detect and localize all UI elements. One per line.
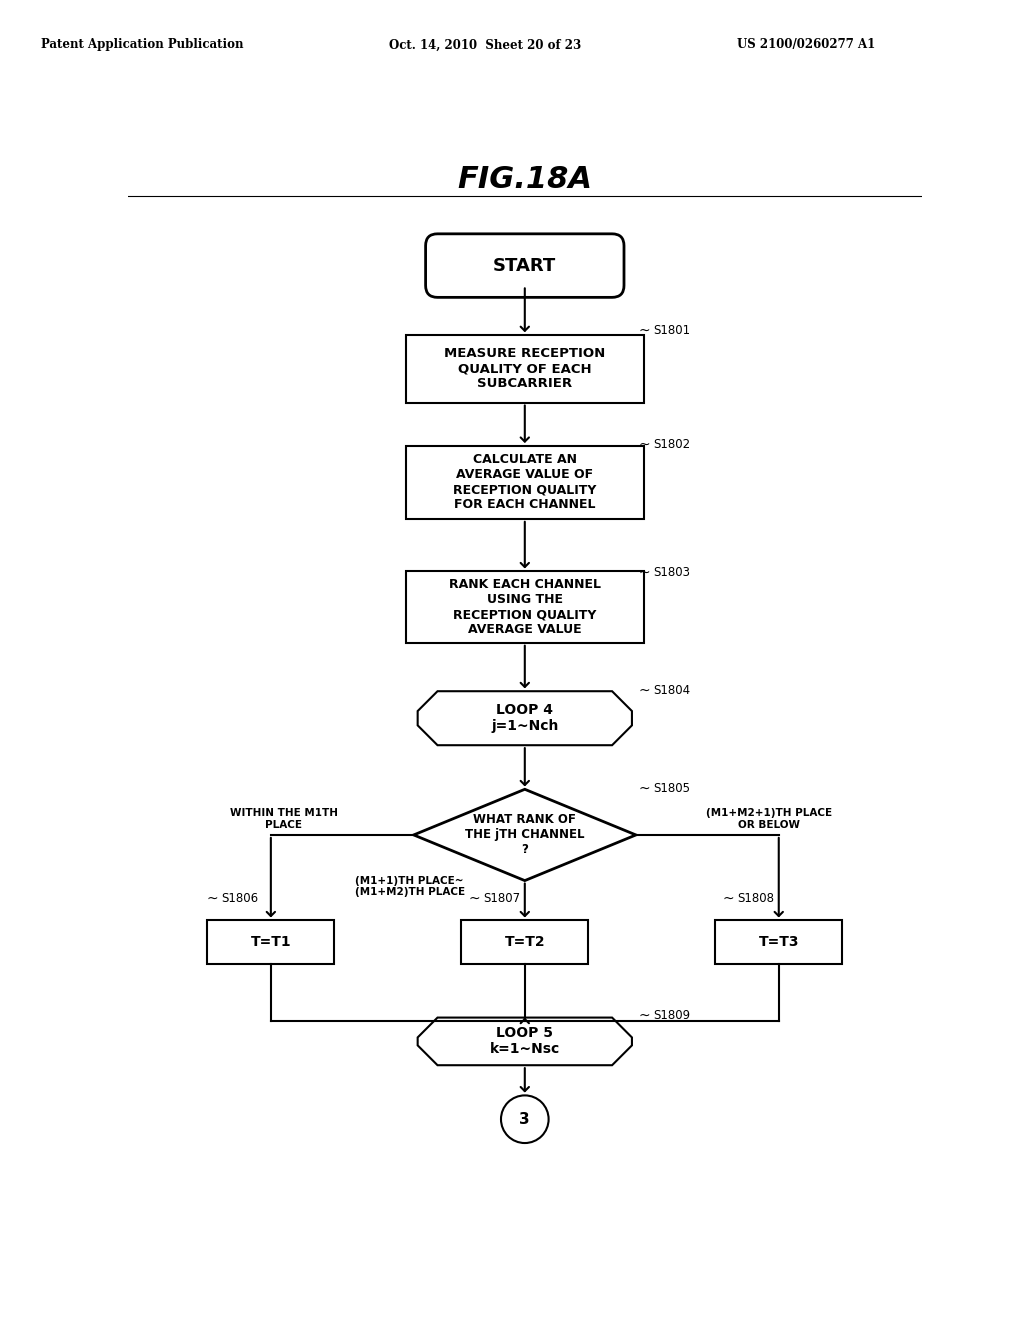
Text: ~: ~: [639, 566, 650, 579]
Text: START: START: [494, 256, 556, 275]
FancyBboxPatch shape: [406, 335, 644, 403]
Text: S1809: S1809: [653, 1008, 690, 1022]
FancyBboxPatch shape: [461, 920, 588, 964]
Polygon shape: [418, 692, 632, 746]
Text: ~: ~: [639, 781, 650, 796]
Text: T=T1: T=T1: [251, 935, 291, 949]
Text: Oct. 14, 2010  Sheet 20 of 23: Oct. 14, 2010 Sheet 20 of 23: [389, 38, 582, 51]
Text: S1804: S1804: [653, 684, 690, 697]
Text: ~: ~: [639, 437, 650, 451]
Text: WHAT RANK OF
THE jTH CHANNEL
?: WHAT RANK OF THE jTH CHANNEL ?: [465, 813, 585, 857]
Text: S1803: S1803: [653, 566, 690, 579]
FancyBboxPatch shape: [406, 572, 644, 643]
Text: 3: 3: [519, 1111, 530, 1127]
Polygon shape: [414, 789, 636, 880]
Text: S1808: S1808: [737, 892, 774, 906]
Circle shape: [501, 1096, 549, 1143]
Text: US 2100/0260277 A1: US 2100/0260277 A1: [737, 38, 876, 51]
FancyBboxPatch shape: [715, 920, 842, 964]
FancyBboxPatch shape: [426, 234, 624, 297]
Text: S1806: S1806: [221, 892, 259, 906]
Text: RANK EACH CHANNEL
USING THE
RECEPTION QUALITY
AVERAGE VALUE: RANK EACH CHANNEL USING THE RECEPTION QU…: [449, 578, 601, 636]
Text: ~: ~: [207, 891, 218, 906]
Text: ~: ~: [723, 891, 734, 906]
Text: CALCULATE AN
AVERAGE VALUE OF
RECEPTION QUALITY
FOR EACH CHANNEL: CALCULATE AN AVERAGE VALUE OF RECEPTION …: [453, 453, 597, 511]
Text: MEASURE RECEPTION
QUALITY OF EACH
SUBCARRIER: MEASURE RECEPTION QUALITY OF EACH SUBCAR…: [444, 347, 605, 391]
Text: LOOP 4
j=1~Nch: LOOP 4 j=1~Nch: [492, 704, 558, 734]
Text: FIG.18A: FIG.18A: [458, 165, 592, 194]
Text: (M1+M2+1)TH PLACE
OR BELOW: (M1+M2+1)TH PLACE OR BELOW: [707, 808, 833, 830]
Text: LOOP 5
k=1~Nsc: LOOP 5 k=1~Nsc: [489, 1026, 560, 1056]
Text: S1802: S1802: [653, 438, 690, 450]
Text: S1805: S1805: [653, 783, 690, 796]
Text: T=T3: T=T3: [759, 935, 799, 949]
Polygon shape: [418, 1018, 632, 1065]
Text: (M1+1)TH PLACE~
(M1+M2)TH PLACE: (M1+1)TH PLACE~ (M1+M2)TH PLACE: [354, 875, 465, 898]
FancyBboxPatch shape: [207, 920, 334, 964]
Text: Patent Application Publication: Patent Application Publication: [41, 38, 244, 51]
Text: T=T2: T=T2: [505, 935, 545, 949]
Text: ~: ~: [639, 684, 650, 697]
Text: S1801: S1801: [653, 325, 690, 337]
Text: WITHIN THE M1TH
PLACE: WITHIN THE M1TH PLACE: [229, 808, 338, 830]
Text: ~: ~: [639, 1008, 650, 1022]
Text: ~: ~: [639, 323, 650, 338]
FancyBboxPatch shape: [406, 446, 644, 519]
Text: S1807: S1807: [483, 892, 520, 906]
Text: ~: ~: [469, 891, 480, 906]
